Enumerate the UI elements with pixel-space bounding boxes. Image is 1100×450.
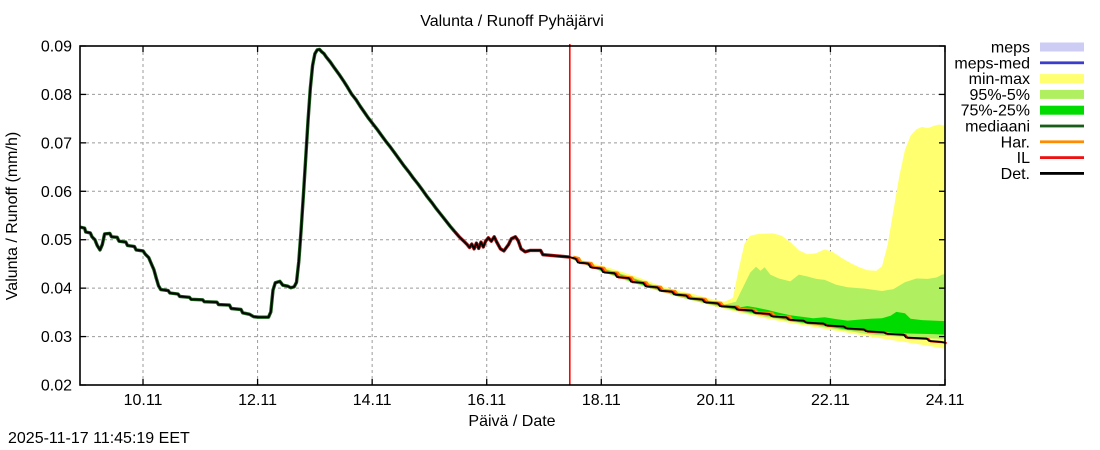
y-tick-label: 0.03 xyxy=(41,329,72,346)
chart-title: Valunta / Runoff Pyhäjärvi xyxy=(420,13,604,30)
x-axis-label: Päivä / Date xyxy=(468,413,555,430)
x-tick-label: 22.11 xyxy=(811,392,850,409)
x-tick-label: 14.11 xyxy=(353,392,392,409)
line-layer xyxy=(79,47,948,345)
legend-label: min-max xyxy=(969,71,1030,88)
timestamp: 2025-11-17 11:45:19 EET xyxy=(8,430,190,447)
line-Det. xyxy=(79,48,946,344)
x-tick-label: 16.11 xyxy=(467,392,506,409)
x-tick-label: 10.11 xyxy=(124,392,163,409)
band-95%-5% xyxy=(569,257,945,339)
plot-border xyxy=(79,45,946,386)
legend-swatch-band xyxy=(1040,105,1084,115)
y-tick-label: 0.02 xyxy=(41,378,72,395)
y-axis-label: Valunta / Runoff (mm/h) xyxy=(4,132,21,300)
x-tick-label: 18.11 xyxy=(582,392,621,409)
legend-label: meps xyxy=(991,40,1030,57)
y-tick-label: 0.08 xyxy=(41,87,72,104)
band-layer xyxy=(569,124,945,349)
legend-label: 95%-5% xyxy=(970,87,1030,104)
y-tick-label: 0.09 xyxy=(41,39,72,56)
grid-layer xyxy=(80,46,945,385)
legend-label: 75%-25% xyxy=(961,103,1030,120)
legend-label: mediaani xyxy=(965,119,1030,136)
legend-swatch-line xyxy=(1040,140,1084,144)
legend-swatch-line xyxy=(1040,172,1084,175)
y-tick-label: 0.06 xyxy=(41,184,72,201)
axis-layer: 10.11 12.11 14.11 16.11 18.11 20.11 22.11 24.11… xyxy=(41,39,965,410)
y-tick-label: 0.05 xyxy=(41,232,72,249)
band-75%-25% xyxy=(569,257,945,335)
x-tick-label: 20.11 xyxy=(696,392,735,409)
x-tick-label: 12.11 xyxy=(238,392,277,409)
legend-layer: mepsmeps-medmin-max95%-5%75%-25%mediaani… xyxy=(954,40,1084,183)
legend-swatch-band xyxy=(1040,42,1084,52)
legend-label: Det. xyxy=(1001,166,1030,183)
legend-label: IL xyxy=(1017,150,1030,167)
line-Har. xyxy=(572,255,793,320)
legend-label: Har. xyxy=(1001,134,1030,151)
legend-swatch-line xyxy=(1040,156,1084,159)
legend-swatch-band xyxy=(1040,74,1084,84)
line-mediaani xyxy=(79,47,456,319)
y-tick-label: 0.04 xyxy=(41,281,72,298)
legend-swatch-line xyxy=(1040,61,1084,65)
x-tick-label: 24.11 xyxy=(926,392,965,409)
legend-label: meps-med xyxy=(954,55,1030,72)
y-tick-label: 0.07 xyxy=(41,135,72,152)
legend-swatch-line xyxy=(1040,124,1084,128)
legend-swatch-band xyxy=(1040,89,1084,99)
